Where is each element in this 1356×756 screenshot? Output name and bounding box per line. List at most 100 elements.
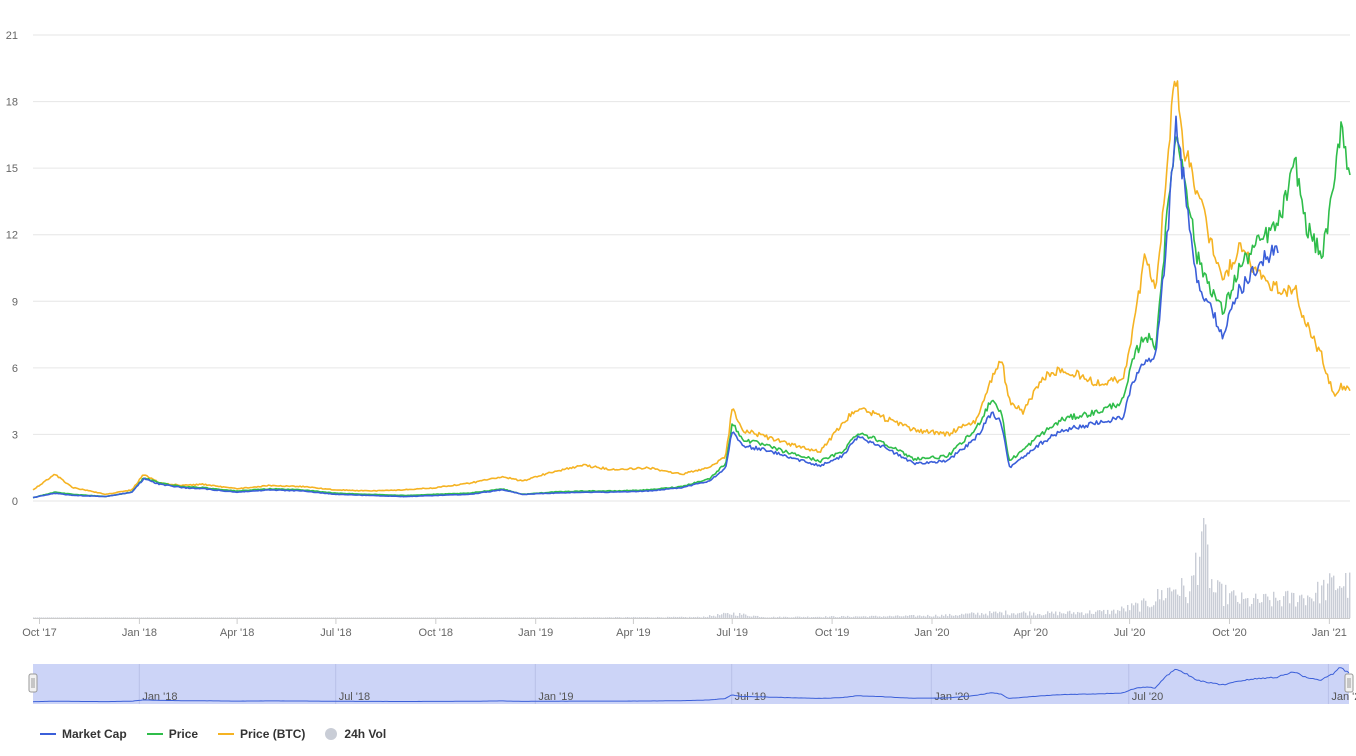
volume-bar bbox=[895, 615, 897, 618]
navigator[interactable]: Jan '18 Jul '18 Jan '19 Jul '19 Jan '20 Jul '… bbox=[28, 664, 1356, 704]
volume-bar bbox=[473, 617, 475, 618]
volume-bar bbox=[1185, 597, 1187, 618]
volume-bar bbox=[267, 617, 269, 618]
legend-label-24h-vol: 24h Vol bbox=[344, 727, 387, 741]
volume-bar bbox=[715, 616, 717, 618]
volume-bar bbox=[175, 617, 177, 618]
volume-bar bbox=[321, 617, 323, 618]
volume-bar bbox=[1217, 580, 1219, 618]
volume-bar bbox=[1137, 603, 1139, 618]
volume-bar bbox=[227, 617, 229, 618]
volume-bar bbox=[381, 617, 383, 618]
volume-bar bbox=[837, 617, 839, 618]
series-line-price-btc[interactable] bbox=[32, 80, 1351, 496]
volume-bar bbox=[775, 617, 777, 618]
volume-bar bbox=[573, 617, 575, 618]
volume-bar bbox=[475, 617, 477, 618]
volume-bar bbox=[363, 617, 365, 618]
volume-bar bbox=[329, 617, 331, 618]
legend-item-market-cap[interactable]: Market Cap bbox=[40, 727, 127, 741]
volume-bar bbox=[1339, 586, 1341, 618]
volume-bar bbox=[887, 616, 889, 618]
volume-bar bbox=[851, 617, 853, 618]
volume-bar bbox=[839, 616, 841, 618]
volume-bar bbox=[39, 617, 41, 618]
volume-bar bbox=[981, 613, 983, 618]
volume-bar bbox=[1289, 603, 1291, 618]
volume-bar bbox=[1195, 552, 1197, 618]
y-tick-label: 15 bbox=[6, 163, 18, 175]
legend-item-price-btc[interactable]: Price (BTC) bbox=[218, 727, 305, 741]
volume-bar bbox=[567, 617, 569, 618]
volume-bar bbox=[1055, 611, 1057, 618]
volume-bar bbox=[37, 617, 39, 618]
volume-bar bbox=[911, 615, 913, 618]
volume-bar bbox=[671, 617, 673, 618]
volume-bar bbox=[703, 616, 705, 618]
volume-bar bbox=[1073, 612, 1075, 618]
volume-bar bbox=[731, 614, 733, 618]
volume-bar bbox=[1213, 592, 1215, 618]
navigator-handle-right[interactable] bbox=[1344, 673, 1354, 693]
volume-bar bbox=[1143, 598, 1145, 618]
volume-bar bbox=[1307, 595, 1309, 618]
volume-bar bbox=[643, 617, 645, 618]
volume-bar bbox=[1291, 592, 1293, 618]
legend-item-24h-vol[interactable]: 24h Vol bbox=[325, 727, 386, 741]
volume-bar bbox=[331, 617, 333, 618]
volume-bar bbox=[241, 617, 243, 618]
volume-bar bbox=[183, 617, 185, 618]
volume-bar bbox=[91, 617, 93, 618]
volume-bar bbox=[111, 617, 113, 618]
volume-bar bbox=[793, 617, 795, 618]
series-line-market-cap[interactable] bbox=[32, 115, 1279, 499]
volume-bar bbox=[1025, 612, 1027, 618]
legend-item-price[interactable]: Price bbox=[146, 727, 198, 741]
volume-bar bbox=[1105, 614, 1107, 618]
volume-bar bbox=[857, 616, 859, 618]
volume-bar bbox=[379, 617, 381, 618]
volume-bar bbox=[913, 614, 915, 618]
volume-bar bbox=[555, 617, 557, 618]
navigator-selection[interactable] bbox=[33, 664, 1349, 704]
volume-bar bbox=[239, 617, 241, 618]
x-tick-label: Jul '19 bbox=[716, 627, 747, 639]
volume-bar bbox=[373, 617, 375, 618]
volume-bar bbox=[1199, 556, 1201, 618]
volume-bar bbox=[709, 615, 711, 618]
volume-bar bbox=[1207, 544, 1209, 618]
volume-bar bbox=[185, 617, 187, 618]
volume-bar bbox=[535, 617, 537, 618]
volume-bar bbox=[529, 617, 531, 618]
volume-bar bbox=[503, 617, 505, 618]
volume-bar bbox=[391, 617, 393, 618]
volume-bar bbox=[957, 615, 959, 618]
volume-bar bbox=[1167, 587, 1169, 618]
volume-bar bbox=[223, 617, 225, 618]
volume-bar bbox=[1347, 597, 1349, 618]
volume-bar bbox=[423, 617, 425, 618]
volume-bar bbox=[873, 615, 875, 618]
volume-bar bbox=[681, 616, 683, 618]
volume-bar bbox=[989, 611, 991, 618]
volume-bar bbox=[825, 616, 827, 618]
volume-bar bbox=[119, 617, 121, 618]
volume-bar bbox=[419, 617, 421, 618]
volume-bar bbox=[995, 611, 997, 618]
volume-bar bbox=[935, 614, 937, 618]
volume-bar bbox=[437, 617, 439, 618]
volume-bar bbox=[1083, 615, 1085, 618]
volume-bar bbox=[1275, 597, 1277, 618]
volume-bar bbox=[479, 617, 481, 618]
volume-bar bbox=[1309, 597, 1311, 618]
y-tick-label: 6 bbox=[12, 363, 18, 375]
volume-bar bbox=[1301, 594, 1303, 618]
navigator-handle-left[interactable] bbox=[28, 673, 38, 693]
volume-bar bbox=[1051, 611, 1053, 618]
volume-bar bbox=[55, 617, 57, 618]
volume-bar bbox=[1261, 602, 1263, 618]
series-line-price[interactable] bbox=[32, 121, 1351, 499]
volume-bar bbox=[953, 615, 955, 618]
volume-bar bbox=[781, 617, 783, 618]
